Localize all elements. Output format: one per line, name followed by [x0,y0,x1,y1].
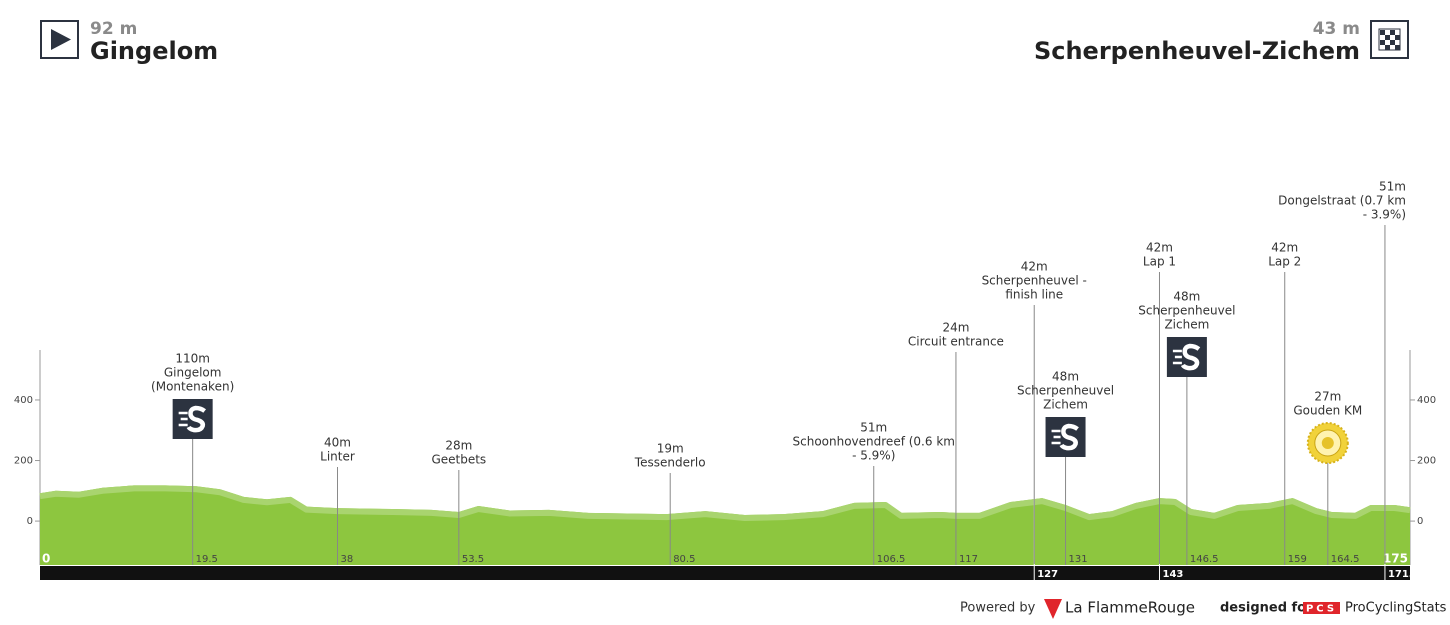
waypoint-name: Scherpenheuvel [1138,304,1235,318]
distance-bar [40,566,1410,580]
waypoint-name: - 3.9%) [1363,208,1406,222]
km-label: 19.5 [196,554,218,565]
waypoint-name: Tessenderlo [634,456,706,470]
start-name: Gingelom [90,37,218,65]
sprint-icon-s [1180,343,1201,371]
waypoint-name: Dongelstraat (0.7 km [1278,194,1406,208]
y-tick-label: 200 [14,456,33,467]
x-end-label: 175 [1383,552,1408,566]
waypoint-name: Gingelom [164,366,222,380]
waypoint-elevation: 110m [175,352,210,366]
waypoint-elevation: 48m [1052,370,1079,384]
waypoint-name: Circuit entrance [908,335,1004,349]
finish-icon [1370,20,1409,59]
site-name: ProCyclingStats [1345,601,1447,616]
waypoint-name: Gouden KM [1293,404,1362,418]
waypoint-elevation: 27m [1314,390,1341,404]
golden-km-icon [1306,422,1349,464]
waypoint-elevation: 42m [1021,260,1048,274]
km-label: 131 [1069,554,1088,565]
km-label: 80.5 [673,554,695,565]
km-label: 106.5 [877,554,906,565]
km-label: 127 [1037,569,1058,580]
waypoint-name: - 5.9%) [852,449,895,463]
start-altitude: 92 m [90,19,137,39]
start-icon [40,20,79,59]
brand: La FlammeRouge [1065,599,1195,617]
waypoint-name: Lap 2 [1268,255,1301,269]
waypoint-elevation: 51m [860,421,887,435]
km-label: 53.5 [462,554,484,565]
finish-altitude: 43 m [1313,19,1360,39]
waypoint-elevation: 42m [1271,241,1298,255]
finish-flag [1378,28,1401,51]
sprint-icon [1045,417,1086,457]
powered-by: Powered by [960,601,1036,616]
km-label: 164.5 [1331,554,1360,565]
waypoint-name: (Montenaken) [151,380,234,394]
flammerouge-logo [1044,599,1062,619]
profile-area [40,485,1410,565]
waypoint-name: Zichem [1164,318,1209,332]
sprint-icon-s [1059,423,1079,451]
waypoint-elevation: 42m [1146,241,1173,255]
plot: 0 0 200 200 400 400 0 175 110mGingelom(Montenake… [14,180,1436,580]
waypoint-elevation: 48m [1173,290,1200,304]
sprint-icon [1166,337,1207,377]
km-label: 159 [1288,554,1307,565]
y-tick-label: 0 [1417,516,1423,527]
waypoint-elevation: 19m [657,442,684,456]
km-label: 143 [1162,569,1183,580]
finish-name: Scherpenheuvel-Zichem [1034,37,1360,65]
designed-for: designed for [1220,601,1313,616]
y-tick-label: 400 [14,395,33,406]
y-tick-label: 200 [1417,456,1436,467]
waypoint-name: Schoonhovendreef (0.6 km [793,435,955,449]
waypoint-elevation: 28m [445,439,472,453]
golden-km-core [1321,437,1334,449]
km-label: 117 [959,554,978,565]
waypoint-elevation: 24m [942,321,969,335]
waypoint-name: Zichem [1043,398,1088,412]
waypoint-elevation: 40m [324,436,351,450]
waypoint-name: finish line [1005,288,1063,302]
pcs-logo-text: PCS [1306,604,1337,615]
km-label: 171. [1388,569,1413,580]
profile-top [39,485,1411,521]
pcs-logo [1303,602,1340,614]
waypoint-elevation: 51m [1379,180,1406,194]
y-tick-label: 0 [27,516,33,527]
km-label: 146.5 [1190,554,1219,565]
sprint-icon-s [186,405,207,433]
sprint-icon [172,399,213,439]
waypoint-name: Geetbets [431,453,486,467]
start-icon-play [51,29,71,50]
waypoint-name: Linter [320,450,355,464]
x-start-label: 0 [42,552,50,566]
waypoint-name: Scherpenheuvel [1017,384,1114,398]
waypoint-name: Scherpenheuvel - [982,274,1087,288]
km-label: 38 [340,554,353,565]
y-tick-label: 400 [1417,395,1436,406]
waypoint-name: Lap 1 [1143,255,1176,269]
